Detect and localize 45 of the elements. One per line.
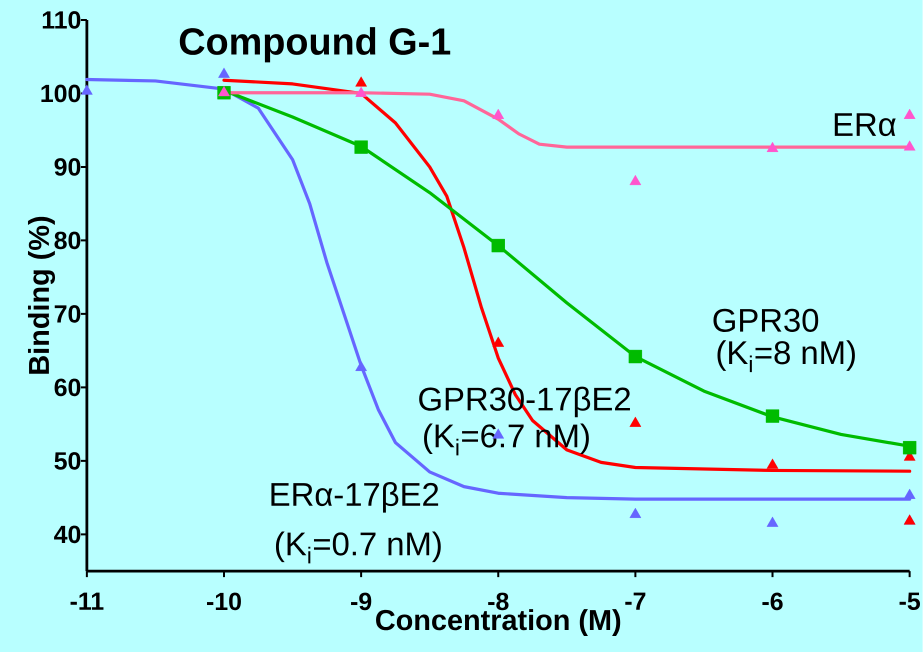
y-tick-label: 110 <box>42 11 80 29</box>
annotation: ERα <box>834 113 896 136</box>
y-tick-label: 70 <box>54 305 80 323</box>
y-tick-label: 90 <box>54 158 80 176</box>
point <box>904 108 916 119</box>
point <box>630 416 642 427</box>
x-tick-label: -8 <box>488 592 509 610</box>
annotation: (K$_{i}$=0.7 nM) <box>276 531 441 564</box>
y-tick-label: 100 <box>41 84 80 102</box>
point <box>904 488 916 499</box>
chart-title: Compound G-1 <box>180 27 450 62</box>
x-tick-label: -9 <box>351 592 372 610</box>
point <box>492 336 504 347</box>
point <box>766 409 780 423</box>
x-tick-label: -6 <box>762 592 783 610</box>
point <box>766 458 778 469</box>
x-tick-label: -7 <box>625 592 646 610</box>
y-tick-label: 60 <box>54 378 80 396</box>
point <box>630 508 642 518</box>
y-axis-title: Binding (%) <box>28 216 56 374</box>
point <box>902 440 916 454</box>
point <box>904 140 916 151</box>
x-tick-label: -11 <box>70 592 104 610</box>
annotation: ERα-17βE2 <box>271 482 438 513</box>
point <box>630 174 642 186</box>
point <box>81 84 93 95</box>
point <box>766 142 778 152</box>
point <box>492 108 504 119</box>
y-tick-label: 40 <box>54 526 80 544</box>
annotation: (K$_{i}$=8 nM) <box>718 340 855 372</box>
x-tick-label: -5 <box>900 592 920 610</box>
point <box>355 76 367 87</box>
point <box>766 516 778 527</box>
point <box>354 140 368 154</box>
y-tick-label: 50 <box>54 452 80 470</box>
point <box>355 86 367 97</box>
point <box>218 86 230 96</box>
point <box>355 360 367 372</box>
x-axis-title: Concentration (M) <box>376 609 620 636</box>
point <box>628 350 642 364</box>
point <box>218 68 230 78</box>
point <box>492 238 505 252</box>
x-tick-label: -10 <box>206 592 241 610</box>
annotation: GPR30 <box>713 308 818 332</box>
y-tick-label: 80 <box>54 232 80 250</box>
